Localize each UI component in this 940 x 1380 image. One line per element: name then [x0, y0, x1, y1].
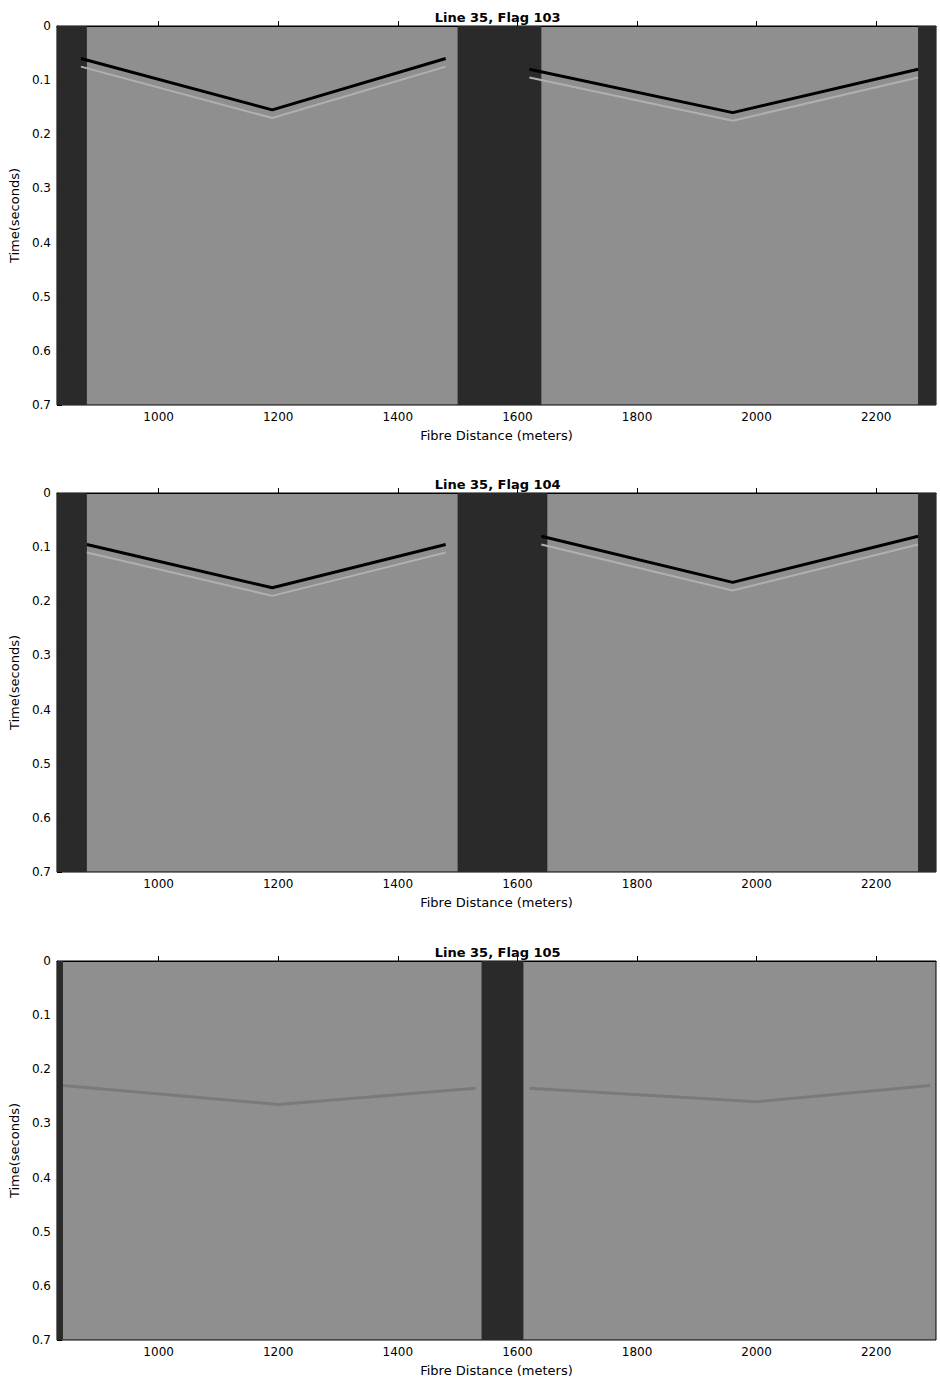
svg-text:0.7: 0.7	[32, 865, 51, 879]
svg-text:Line 35, Flag 105: Line 35, Flag 105	[435, 945, 561, 960]
svg-text:Fibre Distance (meters): Fibre Distance (meters)	[420, 895, 573, 910]
svg-text:0.2: 0.2	[32, 594, 51, 608]
svg-text:1600: 1600	[502, 410, 533, 424]
svg-text:Time(seconds): Time(seconds)	[7, 635, 22, 731]
svg-text:2200: 2200	[861, 877, 892, 891]
svg-text:0.5: 0.5	[32, 1225, 51, 1239]
svg-text:0.4: 0.4	[32, 236, 51, 250]
svg-text:1000: 1000	[143, 1345, 174, 1359]
svg-text:0.6: 0.6	[32, 811, 51, 825]
svg-text:Time(seconds): Time(seconds)	[7, 1103, 22, 1199]
svg-text:Line 35, Flag 104: Line 35, Flag 104	[435, 477, 561, 492]
svg-text:2000: 2000	[741, 410, 772, 424]
svg-text:0.1: 0.1	[32, 540, 51, 554]
svg-text:1000: 1000	[143, 877, 174, 891]
svg-text:0: 0	[43, 486, 51, 500]
svg-text:Fibre Distance (meters): Fibre Distance (meters)	[420, 1363, 573, 1378]
svg-text:2000: 2000	[741, 1345, 772, 1359]
svg-text:0.2: 0.2	[32, 127, 51, 141]
svg-text:1800: 1800	[622, 877, 653, 891]
svg-text:2200: 2200	[861, 410, 892, 424]
svg-text:0.5: 0.5	[32, 757, 51, 771]
svg-text:1200: 1200	[263, 877, 294, 891]
svg-text:0.2: 0.2	[32, 1062, 51, 1076]
svg-text:0.4: 0.4	[32, 1171, 51, 1185]
svg-text:1600: 1600	[502, 877, 533, 891]
svg-text:0.1: 0.1	[32, 1008, 51, 1022]
svg-text:1200: 1200	[263, 1345, 294, 1359]
svg-text:0.6: 0.6	[32, 1279, 51, 1293]
svg-text:1400: 1400	[383, 877, 414, 891]
svg-text:1000: 1000	[143, 410, 174, 424]
svg-text:1400: 1400	[383, 1345, 414, 1359]
svg-text:0.7: 0.7	[32, 1333, 51, 1347]
svg-text:1600: 1600	[502, 1345, 533, 1359]
svg-text:0.1: 0.1	[32, 73, 51, 87]
svg-text:0.6: 0.6	[32, 344, 51, 358]
svg-text:0.3: 0.3	[32, 1116, 51, 1130]
svg-text:Fibre Distance (meters): Fibre Distance (meters)	[420, 428, 573, 443]
svg-text:0.4: 0.4	[32, 703, 51, 717]
svg-text:1800: 1800	[622, 410, 653, 424]
svg-text:0.5: 0.5	[32, 290, 51, 304]
svg-text:2000: 2000	[741, 877, 772, 891]
svg-text:1200: 1200	[263, 410, 294, 424]
svg-text:2200: 2200	[861, 1345, 892, 1359]
svg-text:0: 0	[43, 954, 51, 968]
svg-text:1800: 1800	[622, 1345, 653, 1359]
svg-text:0.3: 0.3	[32, 181, 51, 195]
svg-text:0.3: 0.3	[32, 648, 51, 662]
svg-text:1400: 1400	[383, 410, 414, 424]
svg-text:0.7: 0.7	[32, 398, 51, 412]
svg-text:Line 35, Flag 103: Line 35, Flag 103	[435, 10, 561, 25]
svg-text:Time(seconds): Time(seconds)	[7, 168, 22, 264]
svg-text:0: 0	[43, 19, 51, 33]
